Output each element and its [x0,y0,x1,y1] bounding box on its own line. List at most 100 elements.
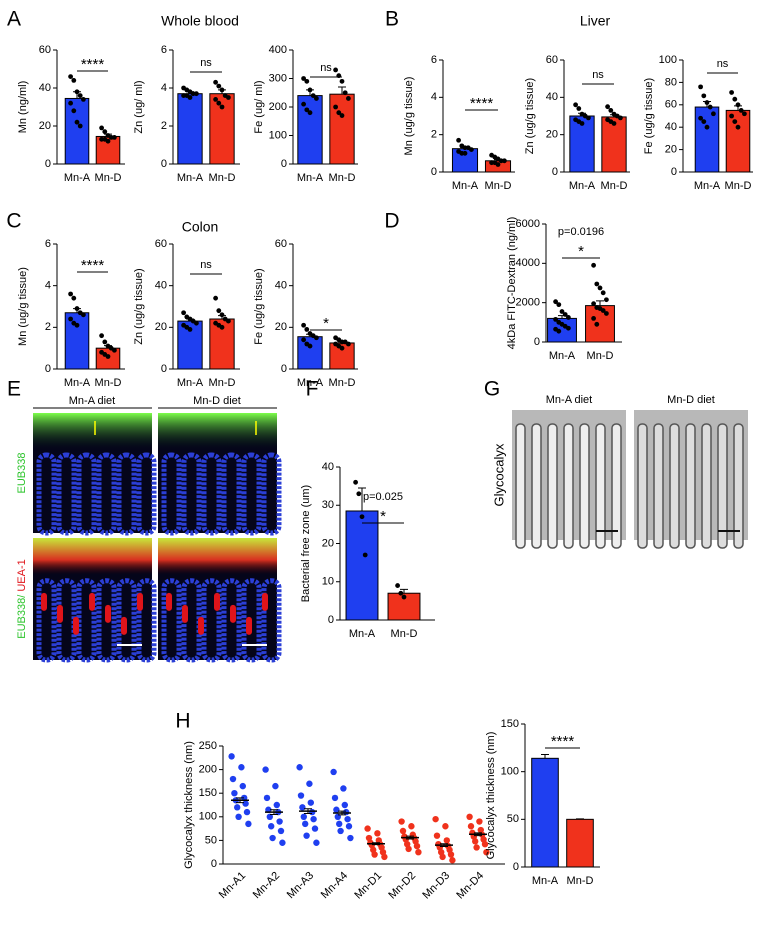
y-tick-label: 100 [501,766,519,778]
data-point [608,108,614,113]
data-point [339,78,345,84]
data-point [729,90,734,95]
villus [701,423,712,549]
x-tick-label: Mn-D [95,377,122,389]
y-tick-label: 40 [546,91,558,103]
x-tick-label: Mn-D [601,180,628,192]
crypt [221,452,242,536]
y-tick-label: 6 [45,238,51,250]
villus [611,423,622,549]
y-tick-label: 400 [269,44,287,56]
data-point [343,808,350,816]
error-bar [596,300,604,306]
y-tick-label: 20 [322,537,334,549]
villus [685,423,696,549]
data-point [74,322,80,328]
data-point [314,96,319,101]
data-point [395,583,400,588]
data-point [415,849,422,856]
y-axis-label: Zn (ug/ ml) [133,80,145,133]
micrograph [33,538,157,663]
data-point [269,834,276,842]
data-point [307,799,314,806]
data-point [337,827,344,835]
data-point [604,311,609,316]
data-point [313,839,320,846]
error-bar [541,754,549,759]
data-point [268,823,275,830]
data-point [187,95,193,100]
y-tick-label: 200 [269,101,287,113]
error-bar [461,146,469,149]
data-point [307,343,313,349]
data-point [336,820,343,828]
data-point [68,316,73,322]
data-point [310,815,317,823]
y-tick-label: 40 [39,82,51,94]
data-point [701,119,707,124]
data-point [333,806,340,813]
data-point [481,840,489,848]
y-tick-label: 60 [155,238,167,250]
data-point [701,93,707,99]
y-tick-label: 0 [45,363,51,375]
y-tick-label: 2 [161,120,167,132]
data-point [216,308,222,314]
error-bar [610,114,618,117]
data-point [187,327,193,332]
y-axis-label: Glycocalyx thickness (nm) [183,741,195,869]
data-point [102,339,108,345]
significance-label: ns [320,62,332,74]
uea-stain [246,616,252,635]
data-point [299,804,306,811]
group-title: Colon [182,219,219,235]
data-point [566,325,571,331]
panel-label: H [175,710,190,733]
x-tick-label: Mn-D [725,180,752,192]
y-tick-label: 20 [39,120,51,132]
data-point [265,806,272,813]
y-tick-label: 60 [665,99,677,111]
data-point [473,844,480,851]
crypt [136,452,157,536]
data-point [597,285,603,291]
data-point [68,100,73,106]
data-point [344,815,351,823]
data-point [433,832,441,839]
y-tick-label: 4000 [516,257,540,269]
data-point [306,780,313,787]
y-axis-label: Fe (ug/ ml) [253,80,265,133]
data-point [213,97,219,102]
panel-label: C [6,210,21,233]
y-tick-label: 50 [205,834,217,846]
error-bar [186,318,194,322]
y-tick-label: 0 [671,166,677,178]
data-point [353,479,358,485]
bar [601,116,627,173]
data-point [68,74,73,79]
y-tick-label: 0 [534,336,540,348]
data-point [483,849,490,856]
crypt [76,452,97,536]
y-tick-label: 0 [281,158,287,170]
x-tick-label: Mn-D1 [352,870,384,902]
significance-label: ns [592,69,604,81]
data-point [711,111,716,117]
data-point [266,813,273,820]
p-value: p=0.025 [363,491,403,503]
data-point [99,125,104,131]
data-point [77,93,83,98]
data-point [556,302,562,308]
data-point [371,851,378,858]
significance-label: * [578,243,584,260]
x-tick-label: Mn-D4 [454,870,486,902]
micrograph [33,413,157,536]
data-point [300,813,307,820]
data-point [462,150,468,156]
y-tick-label: 2 [431,129,437,141]
data-point [263,794,271,802]
data-point [559,309,565,314]
y-tick-label: 150 [199,787,217,799]
data-point [304,327,310,332]
data-point [442,823,449,830]
